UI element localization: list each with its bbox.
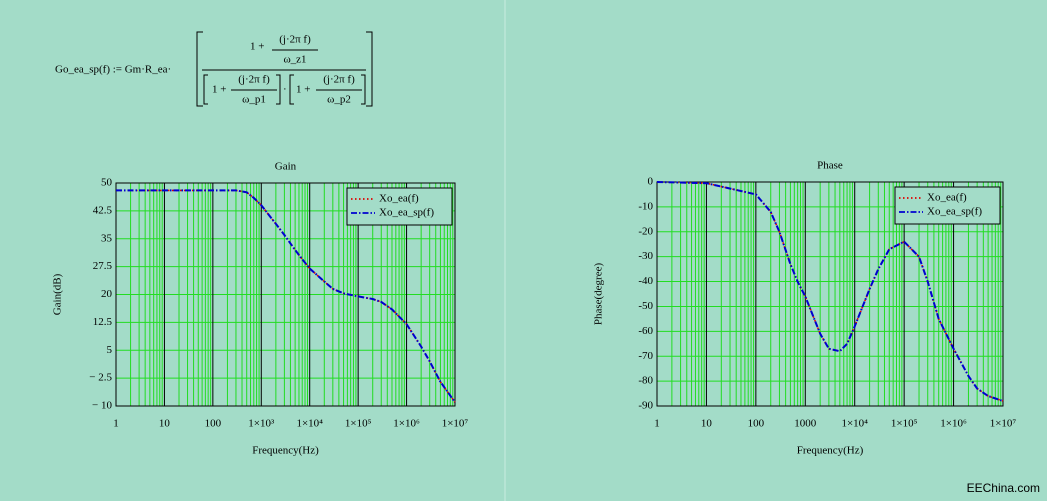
x-tick-label: 1 — [113, 418, 119, 430]
x-tick-label: 1×10⁴ — [296, 418, 323, 430]
y-tick-label: -80 — [638, 375, 653, 387]
y-axis-label: Phase(degree) — [593, 263, 605, 326]
y-tick-label: 35 — [101, 232, 113, 244]
formula-text: (j·2π f) — [238, 74, 270, 86]
x-tick-label: 1×10³ — [248, 418, 275, 430]
formula-text: 1 + — [296, 84, 310, 96]
formula-text: (j·2π f) — [279, 34, 311, 46]
y-tick-label: 20 — [101, 288, 113, 300]
x-axis-label: Frequency(Hz) — [797, 445, 864, 457]
formula-text: ω_p2 — [327, 94, 351, 106]
y-tick-label: -60 — [638, 325, 653, 337]
x-tick-label: 10 — [159, 418, 171, 430]
y-tick-label: − 2.5 — [89, 372, 112, 384]
x-tick-label: 1×10⁵ — [345, 418, 372, 430]
y-axis-label: Gain(dB) — [52, 273, 64, 315]
x-tick-label: 10 — [701, 418, 713, 430]
y-tick-label: -10 — [638, 200, 653, 212]
y-tick-label: 5 — [107, 344, 113, 356]
y-tick-label: -70 — [638, 350, 653, 362]
bracket — [289, 74, 366, 105]
formula-text: ω_p1 — [242, 94, 266, 106]
series-line — [656, 181, 1004, 402]
chart: Phase -90 -80 -70 -60 -50 -40 -30 -20 -10 0 1 10 100 1… — [593, 160, 1017, 457]
watermark: EEChina.com — [967, 481, 1040, 495]
x-tick-label: 100 — [748, 418, 765, 430]
legend-box — [346, 187, 453, 226]
formula-text: (j·2π f) — [323, 74, 355, 86]
y-tick-label: -40 — [638, 275, 653, 287]
x-axis-label: Frequency(Hz) — [252, 445, 319, 457]
series-line — [116, 189, 456, 403]
x-tick-label: 1×10⁶ — [940, 418, 967, 430]
y-tick-label: 50 — [101, 177, 113, 189]
x-tick-label: 100 — [205, 418, 222, 430]
legend-label: Xo_ea(f) — [379, 193, 419, 205]
chart: Gain − 10 − 2.5 5 12.5 20 27.5 35 42.5 50 1 10 100 1×… — [52, 161, 469, 457]
bracket — [203, 74, 281, 105]
y-tick-label: − 10 — [92, 400, 112, 412]
plot-frame — [115, 182, 456, 407]
x-tick-label: 1×10⁵ — [891, 418, 918, 430]
y-tick-label: 0 — [648, 176, 654, 188]
y-tick-label: 42.5 — [93, 204, 113, 216]
legend-box — [894, 186, 1001, 225]
chart-title: Gain — [275, 161, 297, 173]
legend-label: Xo_ea_sp(f) — [379, 207, 434, 219]
formula-lhs: Go_ea_sp(f) := Gm·R_ea· — [55, 64, 171, 76]
y-tick-label: 27.5 — [93, 260, 113, 272]
y-tick-label: -90 — [638, 400, 653, 412]
x-tick-label: 1×10⁷ — [442, 418, 469, 430]
legend-label: Xo_ea(f) — [927, 192, 967, 204]
formula-text: · — [283, 84, 287, 96]
x-tick-label: 1 — [654, 418, 660, 430]
x-tick-label: 1×10⁷ — [990, 418, 1017, 430]
formula-text: 1 + — [250, 41, 264, 53]
x-tick-label: 1×10⁴ — [841, 418, 868, 430]
y-tick-label: -50 — [638, 300, 653, 312]
y-tick-label: -20 — [638, 225, 653, 237]
x-tick-label: 1×10⁶ — [393, 418, 420, 430]
y-tick-label: 12.5 — [93, 316, 113, 328]
x-tick-label: 1000 — [794, 418, 817, 430]
formula: Go_ea_sp(f) := Gm·R_ea· 1 + (j·2π f) ω_z… — [55, 31, 373, 107]
y-tick-label: -30 — [638, 250, 653, 262]
formula-text: ω_z1 — [283, 54, 306, 66]
chart-title: Phase — [817, 160, 843, 172]
bracket — [196, 31, 373, 107]
formula-text: 1 + — [212, 84, 226, 96]
plot-frame — [656, 181, 1004, 407]
legend-label: Xo_ea_sp(f) — [927, 206, 982, 218]
